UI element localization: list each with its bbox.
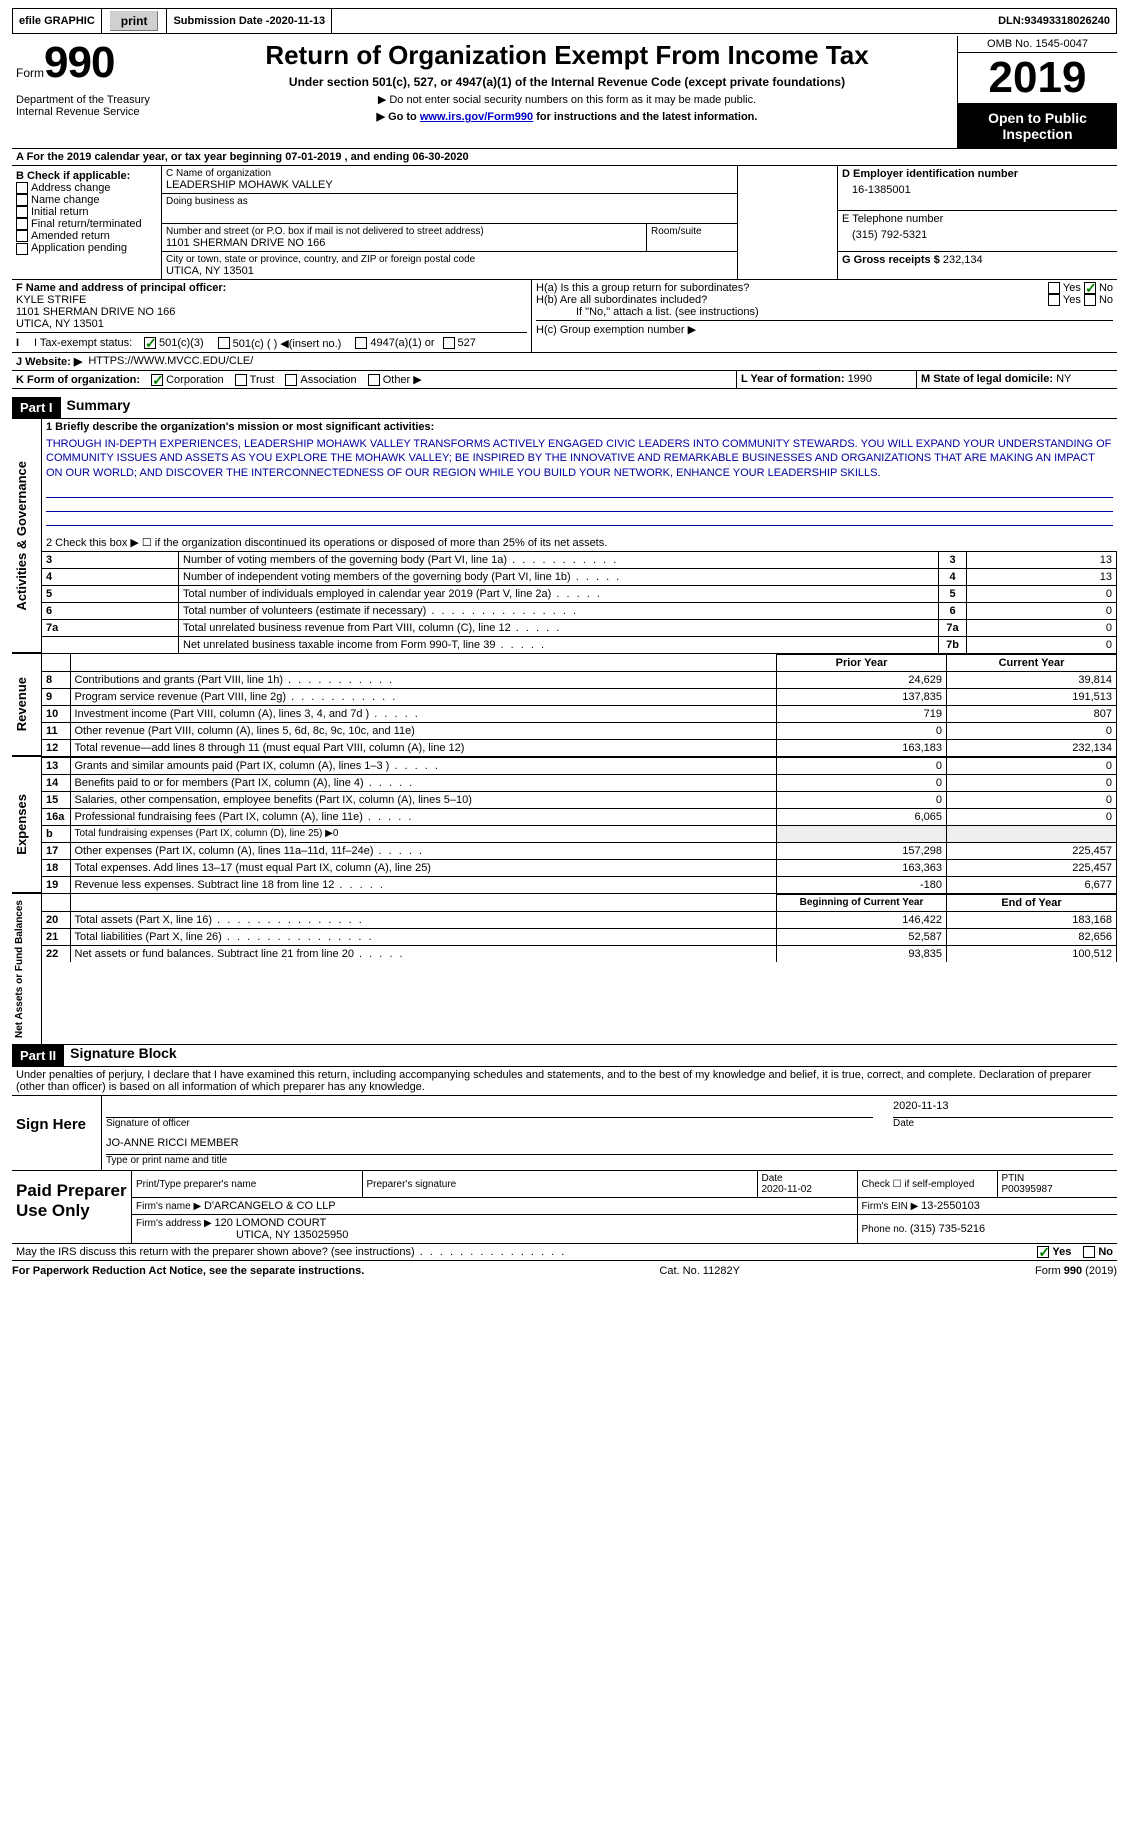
omb-number: OMB No. 1545-0047 — [958, 36, 1117, 53]
firm-ein: 13-2550103 — [921, 1200, 980, 1212]
chk-other[interactable] — [368, 374, 380, 386]
identity-block: B Check if applicable: Address change Na… — [12, 166, 1117, 279]
net-assets-block: Net Assets or Fund Balances Beginning of… — [12, 893, 1117, 1045]
chk-corporation[interactable] — [151, 374, 163, 386]
chk-501c3[interactable] — [144, 337, 156, 349]
paid-preparer-label: Paid Preparer Use Only — [12, 1171, 132, 1243]
top-bar: efile GRAPHIC print Submission Date - 20… — [12, 8, 1117, 34]
chk-501c[interactable] — [218, 337, 230, 349]
vlabel-activities: Activities & Governance — [12, 419, 42, 653]
line-i-label: I — [16, 337, 34, 350]
expenses-table: 13Grants and similar amounts paid (Part … — [42, 757, 1117, 893]
vlabel-expenses: Expenses — [12, 757, 42, 893]
block-b: B Check if applicable: Address change Na… — [12, 166, 162, 279]
chk-initial-return[interactable] — [16, 206, 28, 218]
chk-discuss-yes[interactable] — [1037, 1246, 1049, 1258]
may-irs-discuss: May the IRS discuss this return with the… — [12, 1244, 1117, 1261]
form-subtitle: Under section 501(c), 527, or 4947(a)(1)… — [181, 75, 953, 89]
print-button[interactable]: print — [110, 11, 159, 31]
ein: 16-1385001 — [842, 180, 1113, 196]
submission-date: Submission Date - 2020-11-13 — [167, 9, 332, 33]
line-a: A For the 2019 calendar year, or tax yea… — [12, 149, 1117, 166]
ptin: P00395987 — [1002, 1184, 1053, 1195]
mission-text: THROUGH IN-DEPTH EXPERIENCES, LEADERSHIP… — [42, 435, 1117, 482]
sign-date: 2020-11-13 — [893, 1100, 1113, 1118]
chk-amended-return[interactable] — [16, 230, 28, 242]
print-cell: print — [102, 9, 168, 33]
net-assets-table: Beginning of Current YearEnd of Year 20T… — [42, 894, 1117, 962]
chk-association[interactable] — [285, 374, 297, 386]
part1-header: Part I Summary — [12, 397, 1117, 418]
chk-ha-yes[interactable] — [1048, 282, 1060, 294]
state-domicile: NY — [1056, 373, 1071, 385]
form-header: Form990 Department of the Treasury Inter… — [12, 36, 1117, 149]
year-box: OMB No. 1545-0047 2019 Open to Public In… — [957, 36, 1117, 148]
officer-signature-line[interactable] — [106, 1100, 873, 1118]
chk-application-pending[interactable] — [16, 243, 28, 255]
page-footer: For Paperwork Reduction Act Notice, see … — [12, 1265, 1117, 1277]
note-link: ▶ Go to www.irs.gov/Form990 for instruct… — [181, 110, 953, 123]
preparer-date: 2020-11-02 — [762, 1184, 812, 1195]
block-h: H(a) Is this a group return for subordin… — [532, 280, 1117, 352]
paid-preparer-block: Paid Preparer Use Only Print/Type prepar… — [12, 1171, 1117, 1244]
chk-hb-no[interactable] — [1084, 294, 1096, 306]
dept-label: Department of the Treasury Internal Reve… — [16, 94, 173, 118]
org-address: 1101 SHERMAN DRIVE NO 166 — [166, 237, 642, 249]
expenses-block: Expenses 13Grants and similar amounts pa… — [12, 756, 1117, 893]
officer-name: KYLE STRIFE — [16, 294, 527, 306]
chk-address-change[interactable] — [16, 182, 28, 194]
officer-group-block: F Name and address of principal officer:… — [12, 279, 1117, 353]
spacer-col — [737, 166, 837, 279]
org-city: UTICA, NY 13501 — [166, 265, 733, 277]
vlabel-net-assets: Net Assets or Fund Balances — [12, 894, 42, 1044]
chk-hb-yes[interactable] — [1048, 294, 1060, 306]
officer-printed-name: JO-ANNE RICCI MEMBER — [106, 1137, 1113, 1155]
block-c: C Name of organization LEADERSHIP MOHAWK… — [162, 166, 737, 279]
line-j: J Website: ▶ HTTPS://WWW.MVCC.EDU/CLE/ — [12, 353, 1117, 371]
block-d-e-g: D Employer identification number 16-1385… — [837, 166, 1117, 279]
governance-table: 3Number of voting members of the governi… — [42, 551, 1117, 653]
note-ssn: ▶ Do not enter social security numbers o… — [181, 93, 953, 106]
form-number-block: Form990 Department of the Treasury Inter… — [12, 36, 177, 120]
firm-name: D'ARCANGELO & CO LLP — [204, 1200, 336, 1212]
line-k-l-m: K Form of organization: Corporation Trus… — [12, 371, 1117, 389]
revenue-block: Revenue Prior YearCurrent Year 8Contribu… — [12, 653, 1117, 756]
block-f: F Name and address of principal officer:… — [12, 280, 532, 352]
chk-trust[interactable] — [235, 374, 247, 386]
part2-header: Part II Signature Block — [12, 1045, 1117, 1066]
irs-link[interactable]: www.irs.gov/Form990 — [420, 111, 533, 123]
declaration-text: Under penalties of perjury, I declare th… — [12, 1066, 1117, 1096]
form-title: Return of Organization Exempt From Incom… — [181, 40, 953, 71]
gross-receipts: 232,134 — [943, 254, 983, 266]
efile-label: efile GRAPHIC — [13, 9, 102, 33]
dln: DLN: 93493318026240 — [992, 9, 1116, 33]
chk-name-change[interactable] — [16, 194, 28, 206]
form-990-page: efile GRAPHIC print Submission Date - 20… — [0, 0, 1129, 1285]
sign-here-block: Sign Here Signature of officer 2020-11-1… — [12, 1096, 1117, 1171]
chk-final-return[interactable] — [16, 218, 28, 230]
chk-4947[interactable] — [355, 337, 367, 349]
chk-ha-no[interactable] — [1084, 282, 1096, 294]
title-block: Return of Organization Exempt From Incom… — [177, 36, 957, 125]
sign-here-label: Sign Here — [12, 1096, 102, 1170]
org-name: LEADERSHIP MOHAWK VALLEY — [166, 179, 733, 191]
tax-year: 2019 — [958, 53, 1117, 104]
website-url: HTTPS://WWW.MVCC.EDU/CLE/ — [88, 355, 253, 368]
year-formation: 1990 — [848, 373, 872, 385]
firm-phone: (315) 735-5216 — [910, 1223, 985, 1235]
firm-address: 120 LOMOND COURT — [215, 1217, 327, 1229]
vlabel-revenue: Revenue — [12, 654, 42, 756]
chk-527[interactable] — [443, 337, 455, 349]
revenue-table: Prior YearCurrent Year 8Contributions an… — [42, 654, 1117, 756]
part1-body: Activities & Governance 1 Briefly descri… — [12, 418, 1117, 653]
open-to-public: Open to Public Inspection — [958, 104, 1117, 148]
chk-discuss-no[interactable] — [1083, 1246, 1095, 1258]
phone: (315) 792-5321 — [842, 225, 1113, 241]
